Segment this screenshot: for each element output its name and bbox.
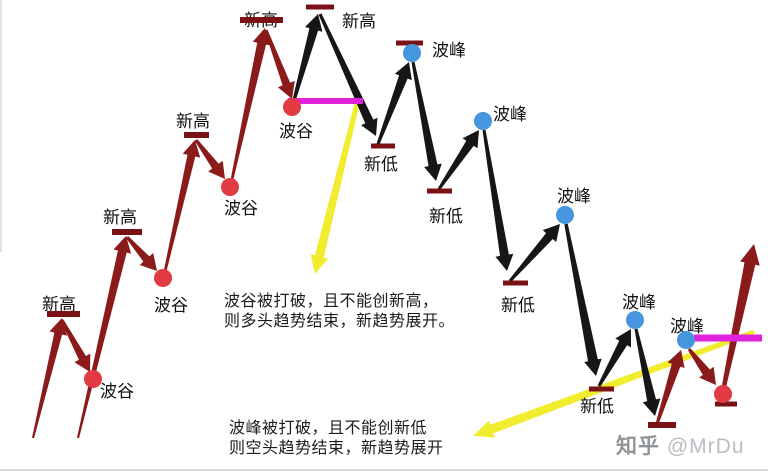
peak-dot (403, 44, 421, 62)
peak-dot (626, 311, 644, 329)
left-edge-line (0, 0, 2, 252)
dark-red-trend-arrow (162, 140, 201, 277)
dark-red-trend-arrow (655, 350, 685, 425)
black-trend-arrow (634, 328, 661, 416)
annotation-line: 则多头趋势结束，新趋势展开。 (224, 313, 456, 330)
black-trend-arrow (482, 129, 514, 271)
peak-dot (556, 206, 574, 224)
level-line (694, 334, 762, 342)
peak-dot (677, 331, 695, 349)
watermark-username: @MrDu (666, 435, 745, 458)
dark-red-trend-arrow (229, 28, 271, 185)
trough-dot (221, 178, 239, 196)
label-wave-peak: 波峰 (493, 105, 527, 124)
bottom-edge-line (0, 469, 768, 471)
black-trend-arrow (564, 223, 602, 376)
label-new-low: 新低 (429, 207, 463, 226)
dark-red-trend-arrow (60, 319, 91, 372)
zhihu-logo-text: 知乎 (616, 435, 660, 458)
price-tick (47, 311, 80, 317)
trough-dot (154, 269, 172, 287)
label-new-high: 新高 (176, 112, 210, 131)
label-new-low: 新低 (580, 397, 614, 416)
label-wave-trough: 波谷 (100, 382, 134, 401)
trough-dot (283, 98, 301, 116)
annotation-line: 波峰被打破，且不能创新低 (229, 420, 428, 437)
label-new-high: 新高 (342, 12, 376, 31)
yellow-signal-arrow (473, 329, 755, 438)
label-wave-peak: 波峰 (622, 293, 656, 312)
price-tick (589, 386, 614, 392)
trough-dot (84, 370, 102, 388)
annotation-line: 波谷被打破，且不能创新高， (224, 293, 439, 310)
black-trend-arrow (291, 14, 323, 105)
price-tick (306, 4, 334, 10)
label-wave-trough: 波谷 (279, 122, 313, 141)
dark-red-trend-arrow (32, 318, 67, 439)
annotation-trough-broken: 波谷被打破，且不能创新高， 则多头趋势结束，新趋势展开。 (224, 292, 455, 332)
dark-red-trend-arrow (687, 348, 716, 385)
price-tick (240, 17, 283, 23)
price-tick (648, 422, 676, 428)
black-trend-arrow (411, 61, 442, 182)
dark-red-trend-arrow (77, 236, 132, 439)
peak-dot (474, 112, 492, 130)
price-tick (503, 280, 528, 286)
yellow-signal-arrow (310, 103, 360, 275)
label-new-low: 新低 (364, 155, 398, 174)
price-tick (715, 401, 737, 407)
price-tick (184, 132, 209, 138)
price-tick (112, 229, 142, 235)
black-trend-arrow (318, 13, 378, 136)
dark-red-trend-arrow (125, 236, 157, 271)
dark-red-trend-arrow (264, 29, 295, 99)
label-new-high: 新高 (103, 208, 137, 227)
label-wave-trough: 波谷 (154, 296, 188, 315)
price-tick (396, 40, 423, 46)
label-new-high: 新高 (42, 295, 76, 314)
black-trend-arrow (376, 62, 412, 145)
black-trend-arrow (508, 224, 560, 282)
black-trend-arrow (437, 130, 479, 190)
price-tick (427, 188, 452, 194)
label-wave-peak: 波峰 (432, 41, 466, 60)
watermark: 知乎 @MrDu (616, 430, 745, 460)
annotation-peak-broken: 波峰被打破，且不能创新低 则空头趋势结束，新趋势展开 (229, 419, 444, 459)
dark-red-trend-arrow (721, 244, 760, 392)
price-tick (371, 143, 395, 149)
label-wave-trough: 波谷 (224, 199, 258, 218)
annotation-line: 则空头趋势结束，新趋势展开 (229, 440, 444, 457)
label-wave-peak: 波峰 (557, 187, 591, 206)
level-line (288, 98, 363, 104)
dark-red-trend-arrow (194, 139, 225, 179)
label-wave-peak: 波峰 (670, 317, 704, 336)
black-trend-arrow (597, 329, 631, 387)
label-new-low: 新低 (501, 296, 535, 315)
trough-dot (714, 385, 732, 403)
